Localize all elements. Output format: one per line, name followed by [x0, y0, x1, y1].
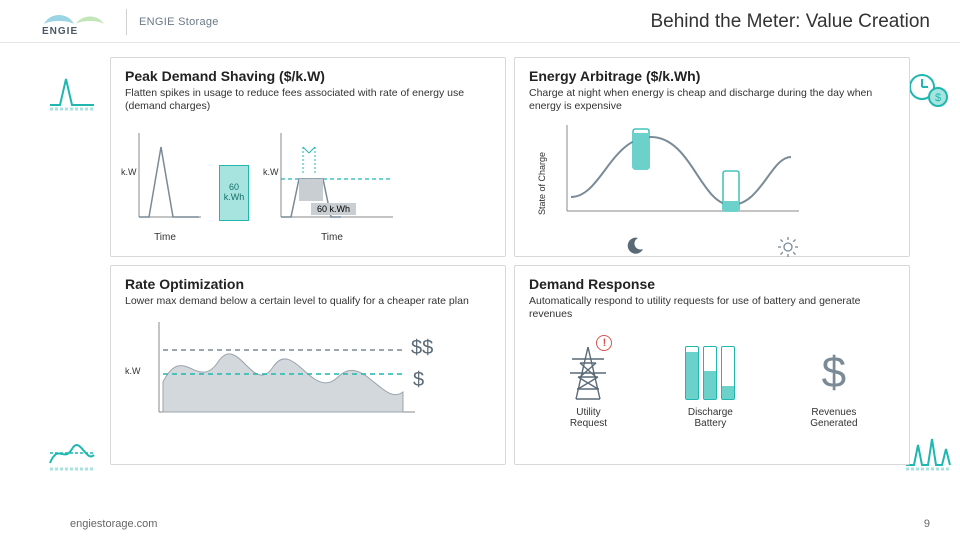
footer: engiestorage.com 9: [70, 518, 930, 530]
page-number: 9: [924, 518, 930, 530]
lower-tag: $: [413, 369, 424, 391]
moon-icon: [625, 236, 645, 256]
peak-chart: k.W Time 60 k.Wh: [125, 119, 491, 239]
card-title: Rate Optimization: [125, 276, 491, 292]
card-desc: Lower max demand below a certain level t…: [125, 295, 491, 308]
card-dr: Demand Response Automatically respond to…: [514, 265, 910, 465]
card-grid: Peak Demand Shaving ($/k.W) Flatten spik…: [0, 43, 960, 475]
card-arbitrage: Energy Arbitrage ($/k.Wh) Charge at nigh…: [514, 57, 910, 257]
dr-utility: ! Utility Request: [566, 343, 610, 429]
svg-text:$: $: [935, 92, 941, 104]
footer-url: engiestorage.com: [70, 518, 157, 530]
rate-chart: $$ $ k.W: [125, 314, 491, 434]
dr-row: ! Utility Request Discharge Battery $: [529, 343, 895, 429]
logo-group: ENGIE ENGIE Storage: [40, 8, 219, 36]
ylabel: k.W: [263, 167, 279, 177]
soc-ylabel: State of Charge: [537, 152, 547, 215]
tower-icon: [566, 343, 610, 403]
card-desc: Flatten spikes in usage to reduce fees a…: [125, 87, 491, 113]
storage-label: ENGIE Storage: [139, 16, 219, 28]
svg-text:ENGIE: ENGIE: [42, 26, 78, 36]
engie-logo: ENGIE: [40, 8, 114, 36]
card-title: Energy Arbitrage ($/k.Wh): [529, 68, 895, 84]
ylabel: k.W: [121, 167, 137, 177]
dollar-icon: $: [822, 348, 846, 398]
spike-path: [139, 147, 199, 217]
dr-revenue: $ Revenues Generated: [810, 343, 857, 429]
moon-sun-row: [529, 236, 895, 258]
card-title: Peak Demand Shaving ($/k.W): [125, 68, 491, 84]
card-desc: Automatically respond to utility request…: [529, 295, 895, 321]
arbitrage-chart: State of Charge: [529, 119, 895, 239]
page-title: Behind the Meter: Value Creation: [650, 11, 930, 33]
header-divider: [126, 9, 127, 35]
upper-tag: $$: [411, 337, 433, 359]
xlabel: Time: [125, 232, 205, 243]
area-path: [163, 354, 403, 412]
ylabel: k.W: [125, 366, 141, 376]
xlabel: Time: [267, 232, 397, 243]
sine-path: [571, 137, 791, 205]
sun-icon: [777, 236, 799, 258]
card-rate: Rate Optimization Lower max demand below…: [110, 265, 506, 465]
side-icon-rate: [46, 425, 98, 477]
card-peak: Peak Demand Shaving ($/k.W) Flatten spik…: [110, 57, 506, 257]
dr-battery: Discharge Battery: [685, 343, 735, 429]
card-desc: Charge at night when energy is cheap and…: [529, 87, 895, 113]
battery-bars-icon: [685, 346, 735, 400]
side-icon-peak: [46, 65, 98, 117]
kwh-bar: 60 k.Wh: [219, 165, 249, 221]
shaved-label: 60 k.Wh: [311, 203, 356, 215]
header: ENGIE ENGIE Storage Behind the Meter: Va…: [0, 0, 960, 43]
card-title: Demand Response: [529, 276, 895, 292]
